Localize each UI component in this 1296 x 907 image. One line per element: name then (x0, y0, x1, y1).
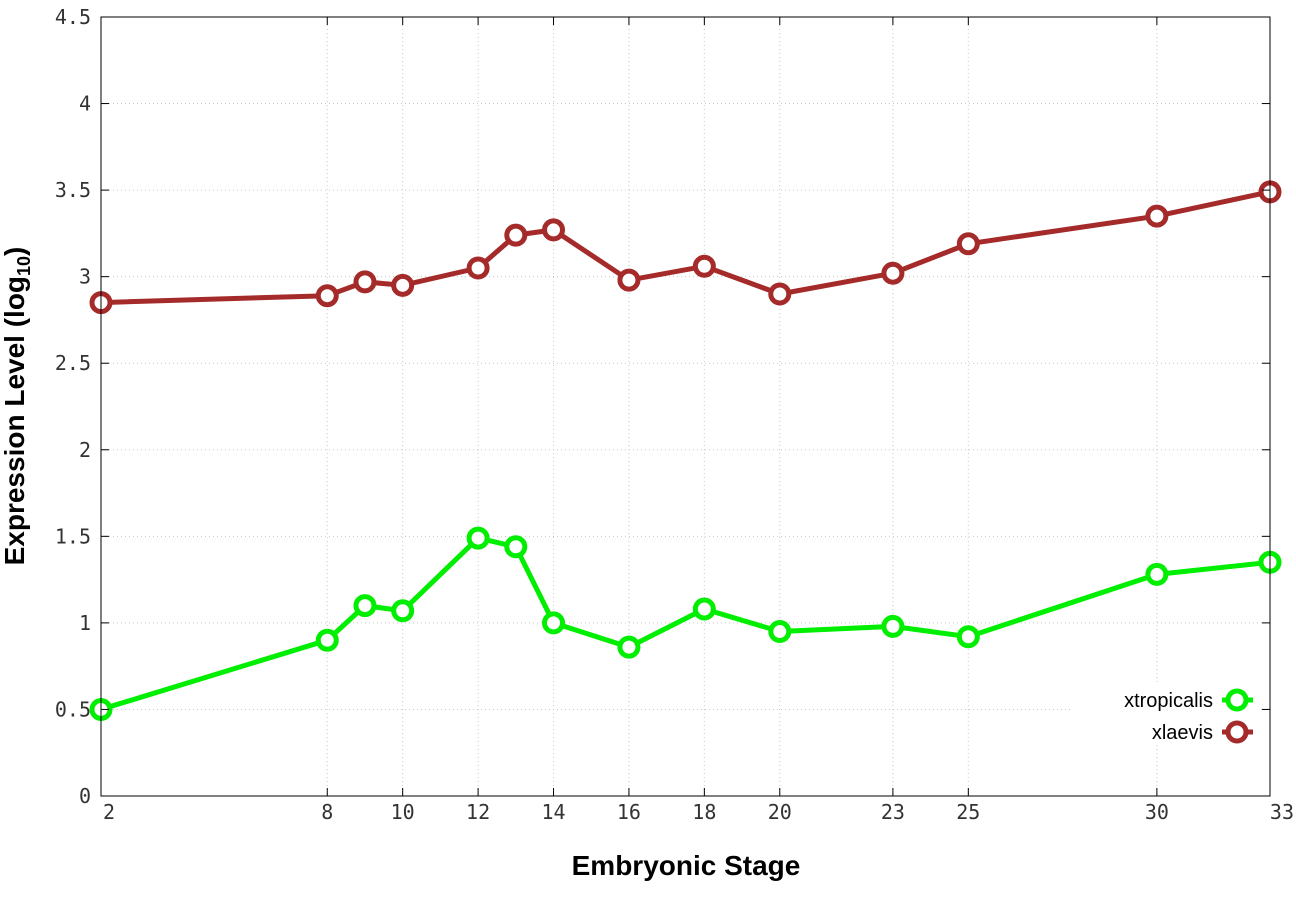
data-point-xtropicalis (504, 535, 528, 559)
data-point-xlaevis (542, 218, 566, 242)
x-tick-label: 2 (103, 800, 115, 824)
data-point-xlaevis (391, 273, 415, 297)
x-tick-label: 18 (692, 800, 716, 824)
data-point-xtropicalis (391, 599, 415, 623)
y-tick-label: 0.5 (55, 697, 91, 721)
legend-marker-swatch (1225, 720, 1249, 744)
x-tick-label: 12 (466, 800, 490, 824)
y-axis-title: Expression Level (log10) (0, 247, 34, 566)
legend-label: xlaevis (1152, 722, 1213, 744)
x-tick-label: 30 (1145, 800, 1169, 824)
data-point-xtropicalis (617, 635, 641, 659)
y-tick-label: 4.5 (55, 5, 91, 29)
x-tick-label: 14 (541, 800, 565, 824)
x-tick-label: 20 (768, 800, 792, 824)
y-tick-label: 4 (79, 92, 91, 116)
x-tick-label: 23 (881, 800, 905, 824)
data-point-xlaevis (881, 261, 905, 285)
data-point-xtropicalis (768, 620, 792, 644)
y-tick-label: 2.5 (55, 351, 91, 375)
y-tick-label: 3 (79, 265, 91, 289)
grid-lines (101, 17, 1270, 796)
x-tick-label: 8 (321, 800, 333, 824)
series-layer (89, 180, 1282, 721)
data-point-xtropicalis (466, 526, 490, 550)
data-point-xlaevis (956, 232, 980, 256)
x-axis-title: Embryonic Stage (572, 850, 801, 881)
data-point-xlaevis (466, 256, 490, 280)
legend-marker-swatch (1225, 688, 1249, 712)
data-point-xtropicalis (881, 614, 905, 638)
legend-label: xtropicalis (1124, 690, 1213, 712)
y-tick-label: 3.5 (55, 178, 91, 202)
y-tick-label: 2 (79, 438, 91, 462)
y-tick-label: 0 (79, 784, 91, 808)
data-point-xlaevis (504, 223, 528, 247)
y-tick-label: 1 (79, 611, 91, 635)
data-point-xtropicalis (1145, 562, 1169, 586)
data-point-xlaevis (692, 254, 716, 278)
data-point-xtropicalis (542, 611, 566, 635)
legend: xtropicalis xlaevis (1070, 682, 1260, 744)
x-tick-label: 33 (1270, 800, 1294, 824)
data-point-xtropicalis (692, 597, 716, 621)
data-point-xtropicalis (315, 628, 339, 652)
plot-frame (100, 16, 1271, 797)
data-point-xtropicalis (353, 594, 377, 618)
data-point-xlaevis (315, 284, 339, 308)
x-tick-label: 25 (956, 800, 980, 824)
x-tick-label: 10 (391, 800, 415, 824)
data-point-xlaevis (1145, 204, 1169, 228)
y-tick-label: 1.5 (55, 524, 91, 548)
axis-ticks: 0 0.5 1 1.5 2 2.5 3 3.5 4 4.5 2 8 10 12 14 16 18 20 23 25 30… (55, 5, 1294, 824)
data-point-xlaevis (617, 268, 641, 292)
x-tick-label: 16 (617, 800, 641, 824)
series-line-xlaevis (100, 189, 1271, 306)
data-point-xlaevis (353, 270, 377, 294)
data-point-xlaevis (768, 282, 792, 306)
data-point-xtropicalis (956, 625, 980, 649)
